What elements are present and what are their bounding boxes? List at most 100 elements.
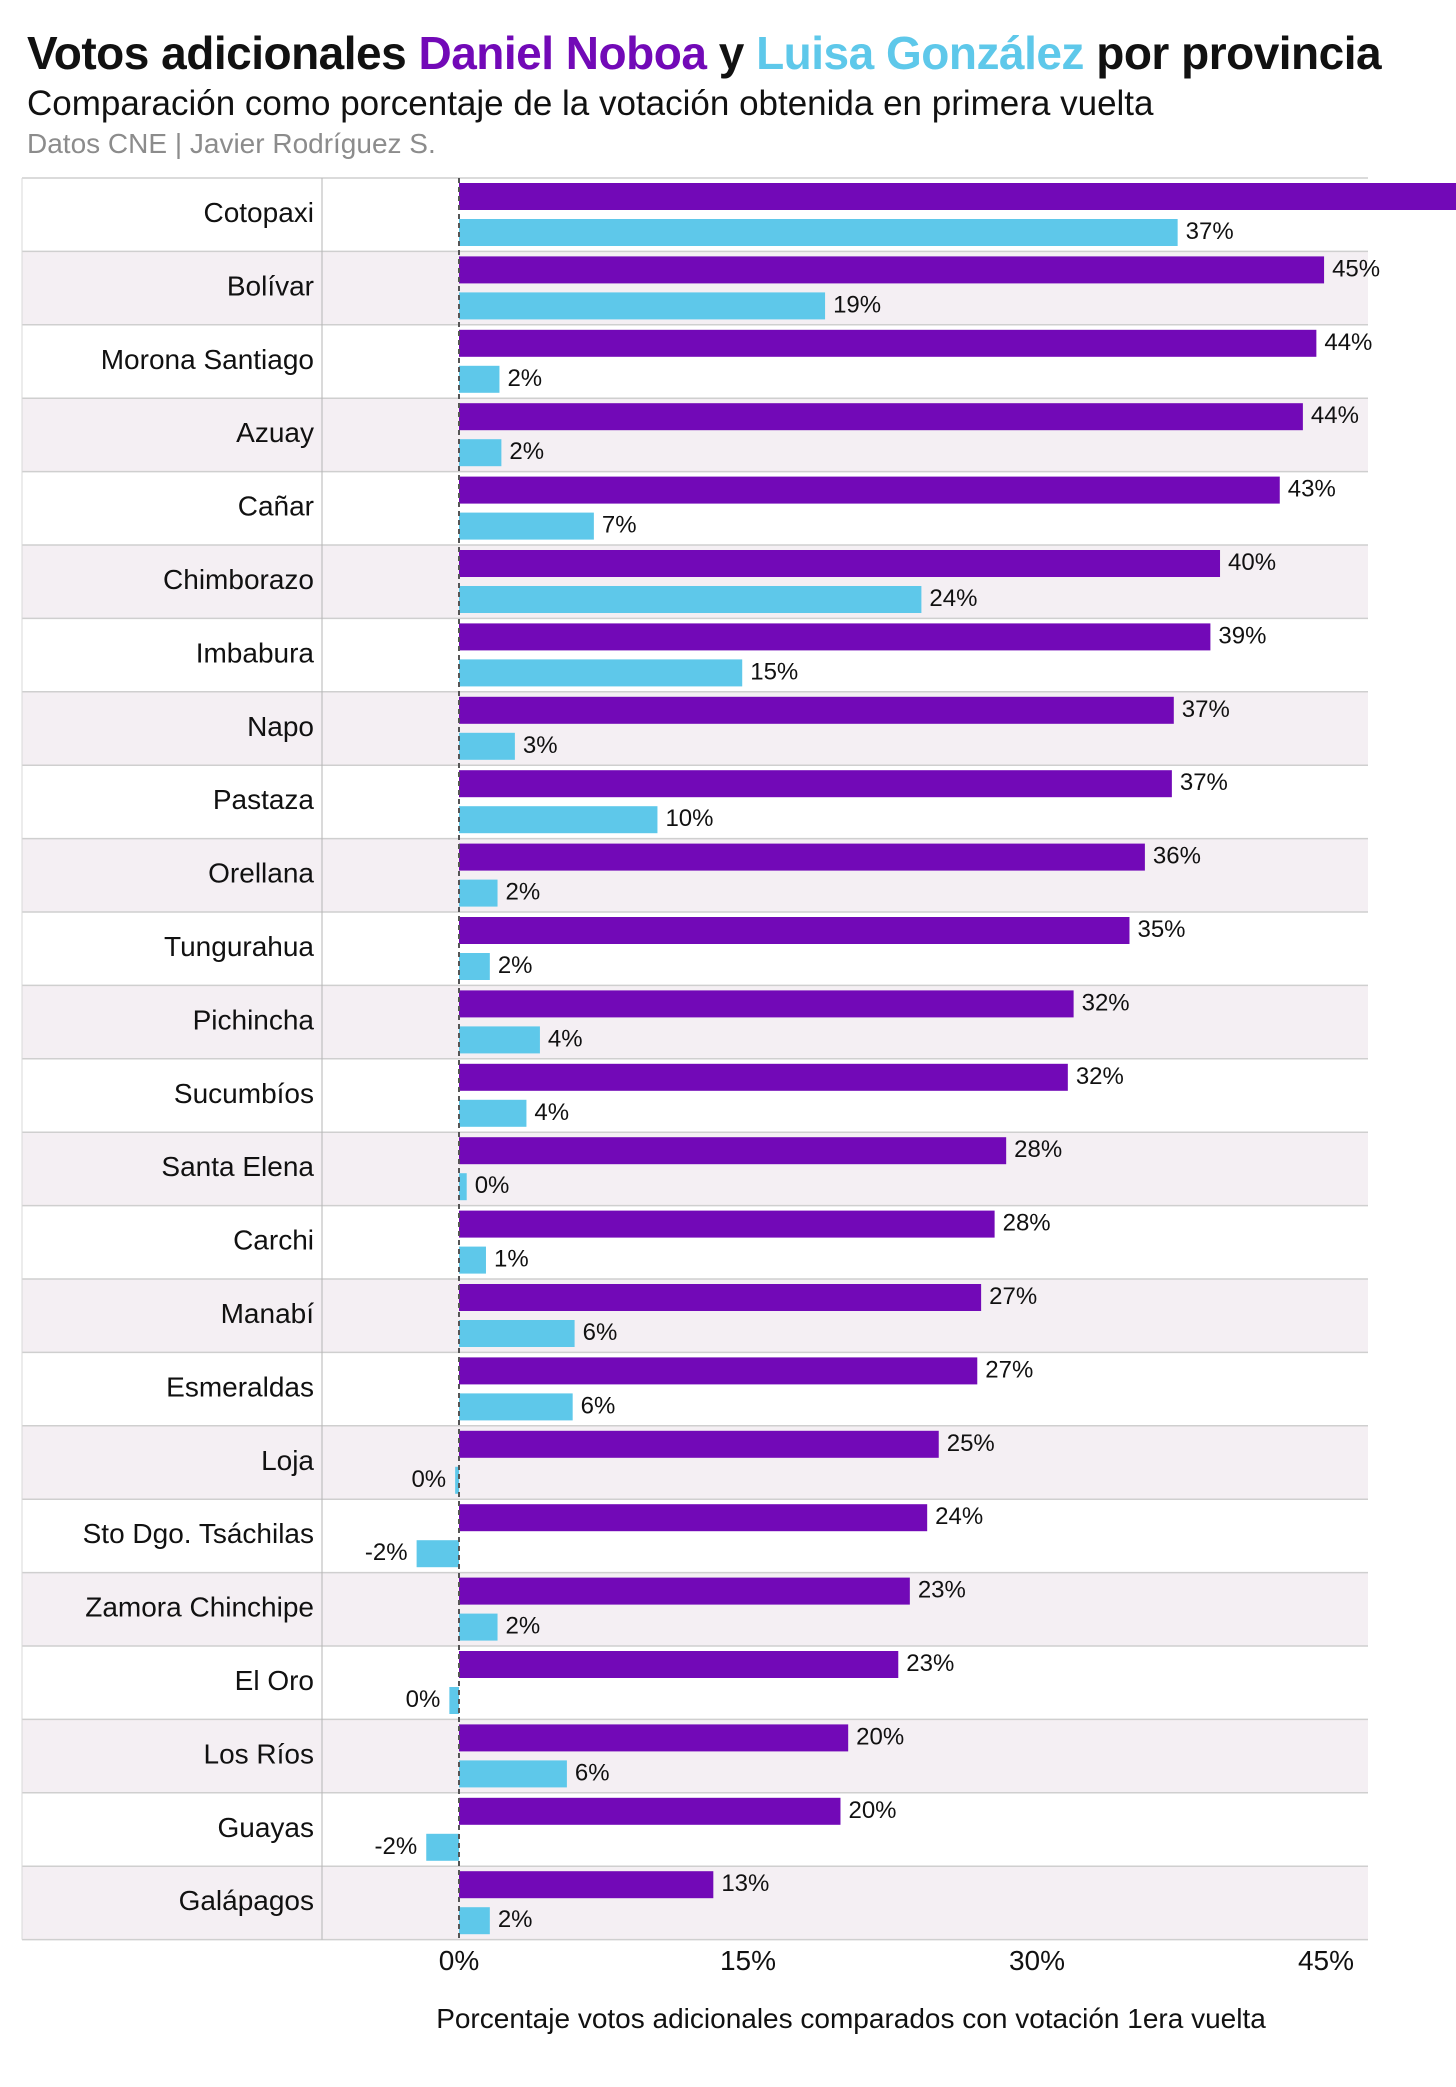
data-label: 1% [494, 1246, 529, 1273]
category-label: Orellana [208, 858, 314, 889]
category-label: Bolívar [227, 270, 314, 301]
bar-noboa [459, 1724, 849, 1752]
data-label: 32% [1082, 989, 1130, 1016]
data-label: 19% [833, 291, 881, 318]
category-label: Santa Elena [161, 1151, 314, 1182]
category-label: Carchi [233, 1225, 314, 1256]
data-label: 4% [548, 1025, 583, 1052]
bars-layer [416, 183, 1456, 1935]
data-label: 7% [602, 512, 637, 539]
bar-gonzalez [426, 1833, 459, 1861]
category-label: Cañar [238, 491, 314, 522]
data-label: 27% [985, 1356, 1033, 1383]
data-label: 43% [1288, 476, 1336, 503]
bar-noboa [459, 329, 1317, 357]
bar-gonzalez [459, 512, 594, 540]
data-label: 2% [507, 365, 542, 392]
chart-title: Votos adicionales Daniel Noboa y Luisa G… [27, 26, 1382, 80]
bar-noboa [459, 623, 1211, 651]
data-label: 20% [848, 1797, 896, 1824]
data-label: 6% [575, 1759, 610, 1786]
bar-gonzalez [416, 1540, 459, 1568]
bar-noboa [459, 1651, 899, 1678]
data-label: -2% [365, 1539, 408, 1566]
data-label: 25% [947, 1430, 995, 1457]
category-label: Chimborazo [163, 564, 314, 595]
data-label: 15% [750, 658, 798, 685]
data-label: 32% [1076, 1063, 1124, 1090]
data-label: 2% [506, 879, 541, 906]
data-label: 2% [509, 438, 544, 465]
x-axis: 0%15%30%45%60%75% [439, 178, 1354, 1976]
bar-noboa [459, 1210, 995, 1238]
bar-gonzalez [459, 732, 515, 760]
bar-gonzalez [459, 1173, 467, 1201]
bar-gonzalez [459, 1613, 498, 1641]
category-label: Sucumbíos [174, 1078, 314, 1109]
x-tick-label: 15% [720, 1945, 776, 1976]
bar-gonzalez [459, 586, 922, 613]
bar-noboa [459, 1577, 910, 1605]
bar-gonzalez [459, 1320, 575, 1347]
bar-noboa [459, 1871, 714, 1899]
x-tick-label: 30% [1009, 1945, 1065, 1976]
category-label: Cotopaxi [203, 197, 314, 228]
category-label: Sto Dgo. Tsáchilas [83, 1518, 314, 1549]
data-label: 27% [989, 1283, 1037, 1310]
bar-noboa [459, 1284, 982, 1311]
title-join: y [718, 27, 745, 79]
data-label: 37% [1182, 696, 1230, 723]
category-label: Los Ríos [204, 1738, 315, 1769]
x-axis-title: Porcentaje votos adicionales comparados … [436, 2003, 1266, 2034]
bar-gonzalez [459, 659, 743, 687]
data-label: 6% [581, 1392, 616, 1419]
category-label: Manabí [221, 1298, 315, 1329]
data-label: 23% [918, 1577, 966, 1604]
chart-source: Datos CNE | Javier Rodríguez S. [27, 128, 436, 159]
data-label: 6% [583, 1319, 618, 1346]
bar-gonzalez [459, 806, 658, 834]
category-label: Napo [247, 711, 314, 742]
data-label: 0% [411, 1466, 446, 1493]
x-tick-label: 45% [1298, 1945, 1354, 1976]
data-label: 45% [1332, 255, 1380, 282]
category-label: Pastaza [213, 784, 315, 815]
title-suffix: por provincia [1096, 27, 1382, 79]
data-label: 37% [1186, 218, 1234, 245]
bar-noboa [459, 917, 1130, 944]
bar-noboa [459, 1504, 928, 1532]
data-label: 2% [498, 1906, 533, 1933]
bar-noboa [459, 183, 1456, 210]
data-label: 20% [856, 1723, 904, 1750]
chart-subtitle: Comparación como porcentaje de la votaci… [27, 84, 1154, 123]
category-label: Galápagos [179, 1885, 314, 1916]
title-noboa: Daniel Noboa [418, 27, 707, 79]
bar-gonzalez [459, 1393, 573, 1421]
bar-noboa [459, 1797, 841, 1825]
bar-noboa [459, 770, 1172, 798]
bar-gonzalez [459, 365, 500, 393]
bar-noboa [459, 403, 1303, 431]
data-label: 37% [1180, 769, 1228, 796]
data-label: 28% [1003, 1210, 1051, 1237]
data-label: -2% [375, 1833, 418, 1860]
data-label: 10% [665, 805, 713, 832]
category-label: Guayas [218, 1812, 315, 1843]
bar-noboa [459, 1063, 1068, 1091]
data-label: 24% [929, 585, 977, 612]
bar-gonzalez [459, 1026, 540, 1054]
x-tick-label: 0% [439, 1945, 479, 1976]
bar-noboa [459, 256, 1325, 284]
bar-gonzalez [459, 219, 1178, 246]
bar-gonzalez [459, 953, 490, 980]
category-label: Esmeraldas [166, 1371, 314, 1402]
data-label: 35% [1137, 916, 1185, 943]
data-label: 40% [1228, 549, 1276, 576]
data-label: 44% [1324, 329, 1372, 356]
category-label: Loja [261, 1445, 314, 1476]
data-label: 0% [475, 1172, 510, 1199]
data-label: 23% [906, 1650, 954, 1677]
bar-noboa [459, 476, 1280, 504]
